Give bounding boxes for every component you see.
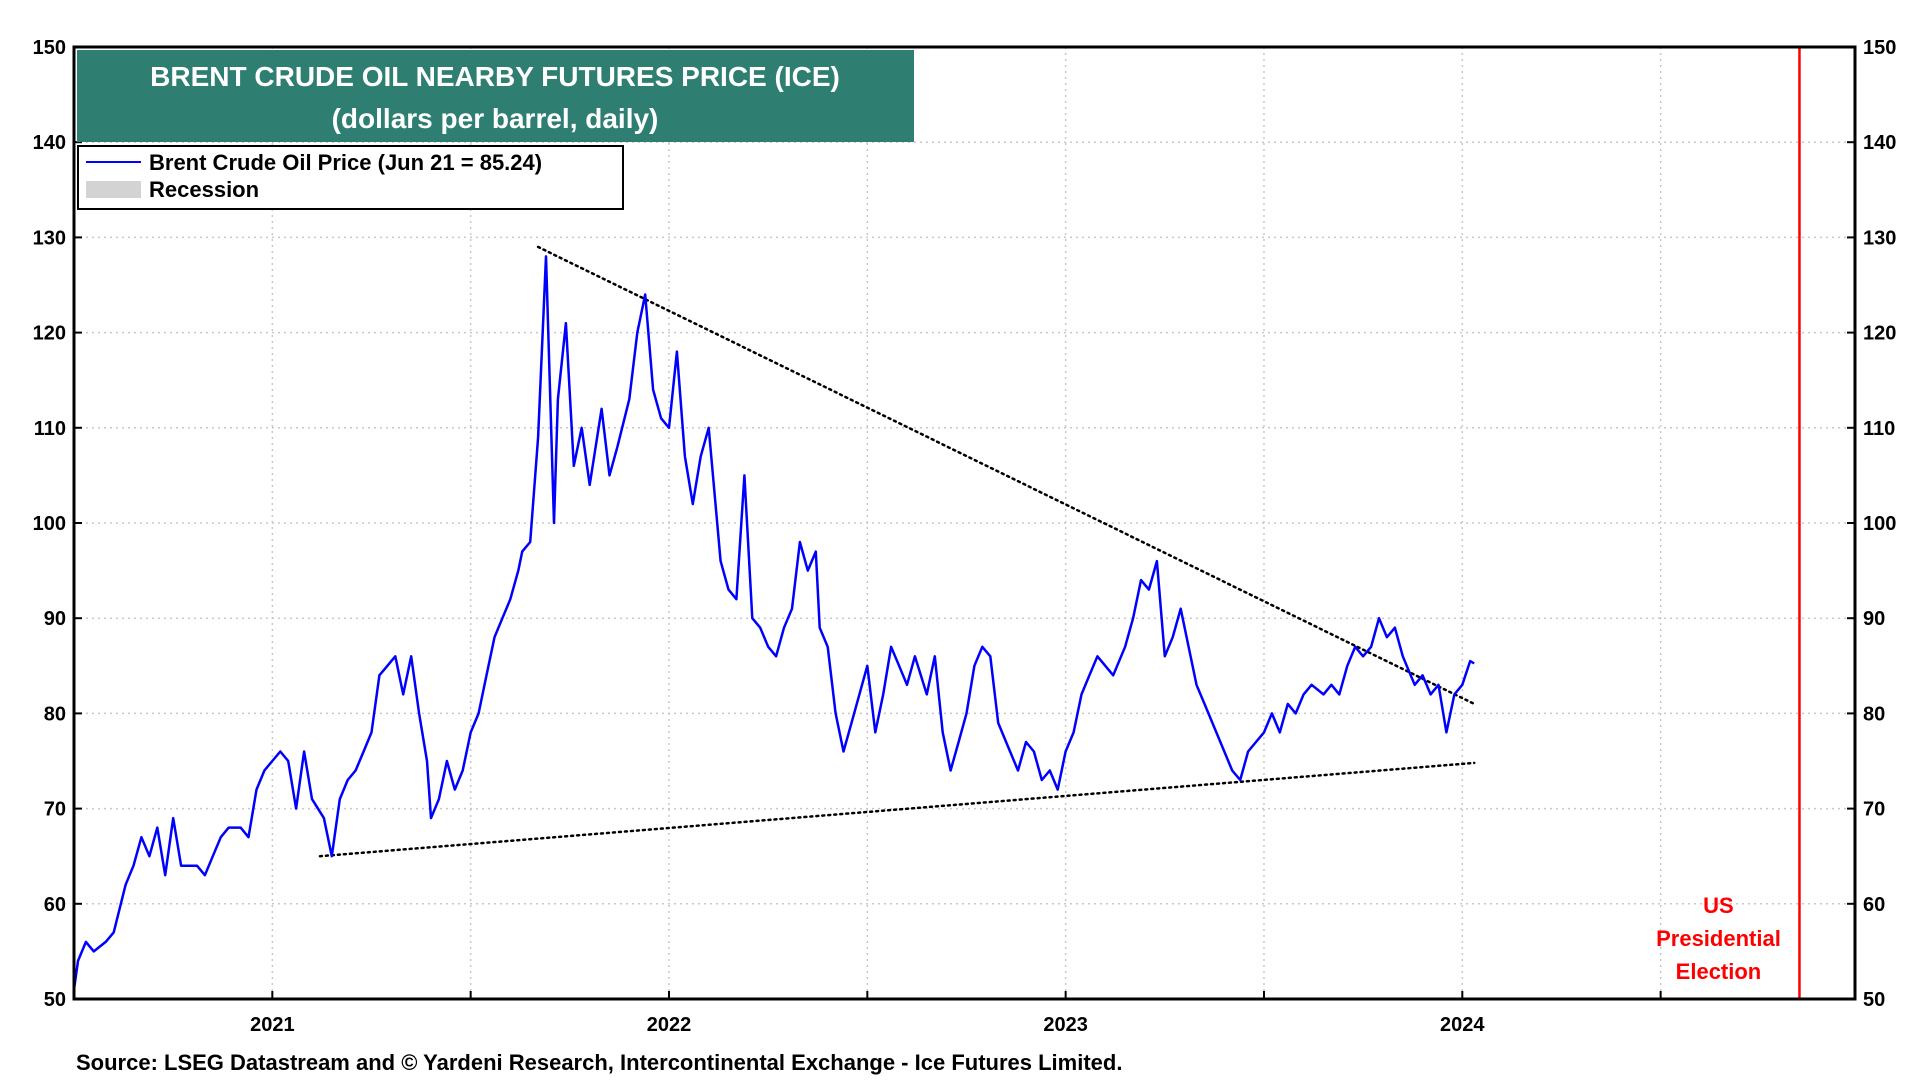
trendline-upper (536, 245, 1476, 706)
legend: Brent Crude Oil Price (Jun 21 = 85.24) R… (77, 145, 624, 210)
y-tick-label-left: 80 (44, 703, 66, 725)
y-tick-label-left: 110 (34, 418, 66, 440)
y-tick-label-left: 60 (44, 894, 66, 916)
y-tick-label-right: 100 (1863, 513, 1896, 535)
y-tick-label-left: 130 (33, 227, 66, 249)
y-tick-label-right: 70 (1863, 799, 1885, 821)
x-tick-label: 2022 (647, 1014, 692, 1036)
y-tick-label-right: 50 (1863, 989, 1885, 1011)
x-tick-label: 2024 (1440, 1014, 1485, 1036)
y-tick-label-left: 50 (44, 989, 66, 1011)
y-tick-label-right: 80 (1863, 703, 1885, 725)
marker-layer: US Presidential Election (1656, 47, 1801, 999)
election-marker-label: Presidential (1656, 926, 1781, 951)
y-tick-label-left: 150 (33, 37, 66, 59)
trendline-lower (318, 761, 1476, 858)
title-background (77, 50, 914, 142)
y-tick-label-right: 150 (1863, 37, 1896, 59)
y-tick-label-right: 60 (1863, 894, 1885, 916)
legend-series-label: Brent Crude Oil Price (Jun 21 = 85.24) (149, 150, 542, 175)
y-tick-label-left: 70 (44, 799, 66, 821)
y-tick-label-left: 120 (33, 323, 66, 345)
election-marker-label: US (1703, 893, 1734, 918)
trendlines (318, 245, 1476, 858)
legend-recession-label: Recession (149, 177, 259, 202)
election-marker-label: Election (1676, 959, 1762, 984)
chart-title: BRENT CRUDE OIL NEARBY FUTURES PRICE (IC… (150, 61, 840, 92)
y-tick-label-right: 130 (1863, 227, 1896, 249)
chart-subtitle: (dollars per barrel, daily) (332, 103, 659, 134)
y-tick-label-right: 90 (1863, 608, 1885, 630)
y-tick-label-left: 90 (44, 608, 66, 630)
legend-box (77, 145, 624, 210)
series-layer (72, 255, 1475, 990)
axes: 50 50 60 60 70 70 80 80 90 90 100 100 110 110 120 120 13… (33, 37, 1897, 1036)
title-box: BRENT CRUDE OIL NEARBY FUTURES PRICE (IC… (77, 50, 914, 142)
x-tick-label: 2021 (250, 1014, 295, 1036)
y-tick-label-right: 110 (1863, 418, 1895, 440)
y-tick-label-right: 120 (1863, 323, 1896, 345)
x-tick-label: 2023 (1043, 1014, 1088, 1036)
series-line-0 (72, 255, 1475, 990)
y-tick-label-left: 140 (33, 132, 66, 154)
source-note: Source: LSEG Datastream and © Yardeni Re… (76, 1050, 1122, 1075)
y-tick-label-left: 100 (33, 513, 66, 535)
y-tick-label-right: 140 (1863, 132, 1896, 154)
legend-recession-swatch (86, 181, 141, 198)
gridlines (74, 47, 1855, 999)
